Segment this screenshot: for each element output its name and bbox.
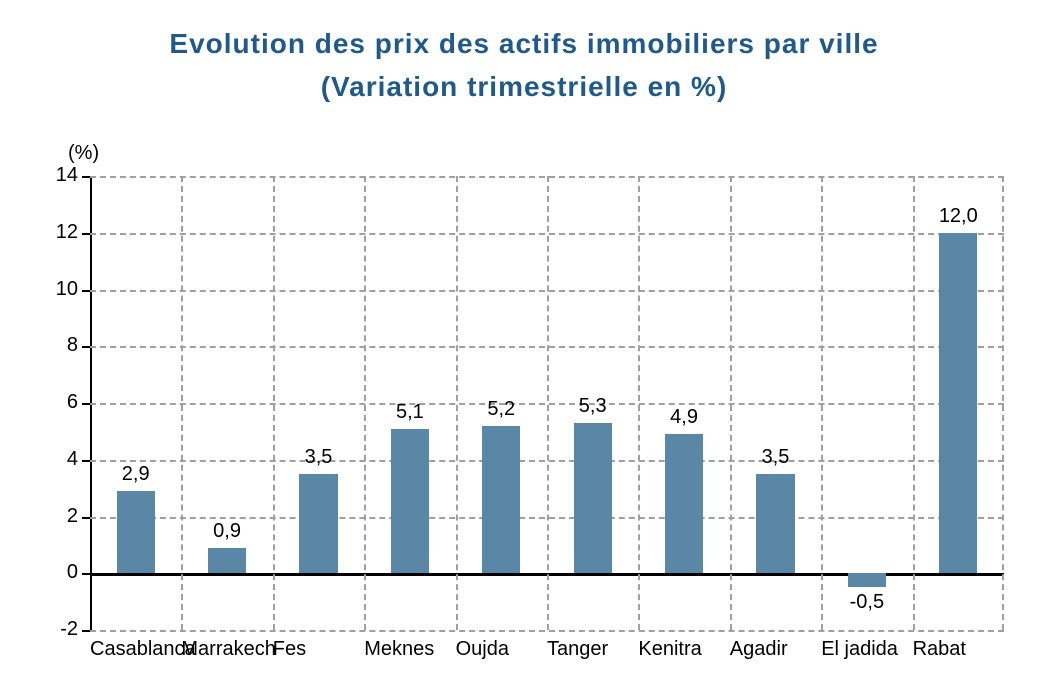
category-label: Fes [273, 638, 364, 661]
bar [939, 233, 977, 574]
chart-container: Evolution des prix des actifs immobilier… [0, 0, 1048, 694]
category-label: El jadida [821, 638, 912, 661]
chart-title: Evolution des prix des actifs immobilier… [0, 22, 1048, 109]
bar-value-label: 5,2 [456, 398, 547, 421]
bar [482, 426, 520, 574]
bar [208, 548, 246, 574]
y-tick-label: 0 [38, 561, 78, 584]
y-tick [82, 346, 90, 348]
y-axis-unit-label: (%) [68, 142, 99, 165]
bar-value-label: 0,9 [181, 520, 272, 543]
y-tick-label: 12 [38, 221, 78, 244]
y-tick-label: -2 [38, 618, 78, 641]
bar [574, 423, 612, 573]
y-tick [82, 290, 90, 292]
category-label: Meknes [364, 638, 455, 661]
category-label: Kenitra [638, 638, 729, 661]
plot-area: -2024681012142,9Casablanca0,9Marrakech3,… [90, 176, 1004, 630]
y-tick [82, 460, 90, 462]
y-tick [82, 573, 90, 575]
bar-value-label: 5,1 [364, 401, 455, 424]
v-grid-line [273, 176, 275, 630]
bar-value-label: -0,5 [821, 591, 912, 614]
bar-value-label: 4,9 [638, 406, 729, 429]
v-grid-line [638, 176, 640, 630]
y-tick-label: 4 [38, 448, 78, 471]
bar-value-label: 3,5 [730, 446, 821, 469]
y-tick-label: 6 [38, 391, 78, 414]
bar [391, 429, 429, 574]
v-grid-line [913, 176, 915, 630]
v-grid-line [181, 176, 183, 630]
bar-value-label: 2,9 [90, 463, 181, 486]
y-tick-label: 14 [38, 164, 78, 187]
bar [848, 573, 886, 587]
bar [299, 474, 337, 573]
bar [117, 491, 155, 573]
category-label: Marrakech [181, 638, 272, 661]
y-tick [82, 176, 90, 178]
y-tick [82, 517, 90, 519]
bar-value-label: 5,3 [547, 395, 638, 418]
bar [756, 474, 794, 573]
category-label: Casablanca [90, 638, 181, 661]
v-grid-line [821, 176, 823, 630]
v-grid-line [1002, 176, 1004, 630]
bar-value-label: 3,5 [273, 446, 364, 469]
category-label: Oujda [456, 638, 547, 661]
y-tick [82, 233, 90, 235]
y-tick [82, 403, 90, 405]
h-grid-line [90, 630, 1004, 632]
y-tick-label: 10 [38, 278, 78, 301]
y-tick-label: 2 [38, 505, 78, 528]
y-tick-label: 8 [38, 334, 78, 357]
chart-title-line2: (Variation trimestrielle en %) [0, 65, 1048, 108]
chart-title-line1: Evolution des prix des actifs immobilier… [0, 22, 1048, 65]
y-tick [82, 630, 90, 632]
category-label: Rabat [913, 638, 1004, 661]
bar [665, 434, 703, 573]
v-grid-line [730, 176, 732, 630]
category-label: Tanger [547, 638, 638, 661]
bar-value-label: 12,0 [913, 205, 1004, 228]
category-label: Agadir [730, 638, 821, 661]
